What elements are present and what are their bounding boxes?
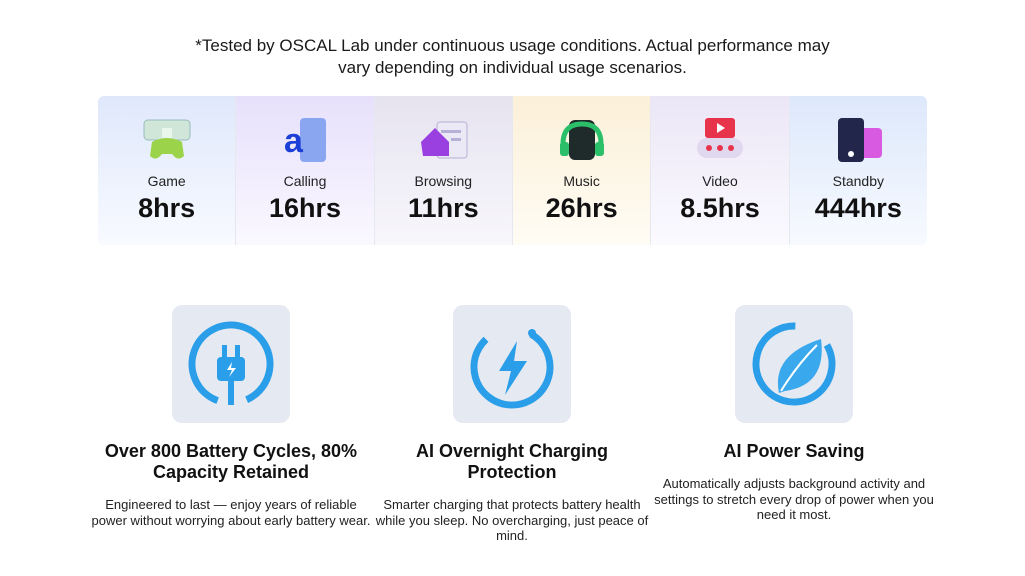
stat-value: 11hrs bbox=[408, 193, 479, 223]
standby-icon bbox=[837, 118, 882, 162]
charging-icon bbox=[470, 325, 554, 409]
plug-icon bbox=[188, 321, 274, 407]
usage-strip: Game 8hrs a Calling 16hrs Browsing 11hrs… bbox=[98, 96, 927, 245]
feature-description: Automatically adjusts background activit… bbox=[654, 476, 934, 522]
stat-card: a Calling 16hrs bbox=[236, 96, 375, 245]
stat-label: Video bbox=[702, 173, 738, 189]
feature-icon-box bbox=[453, 305, 571, 423]
feature: Over 800 Battery Cycles, 80% Capacity Re… bbox=[86, 305, 376, 528]
music-icon bbox=[559, 120, 604, 160]
stat-card: Game 8hrs bbox=[98, 96, 237, 245]
video-icon bbox=[697, 118, 744, 158]
stat-label: Calling bbox=[283, 173, 327, 189]
note: *Tested by OSCAL Lab under continuous us… bbox=[195, 36, 830, 77]
stat-card: Standby 444hrs bbox=[789, 96, 927, 245]
stat-label: Browsing bbox=[414, 173, 473, 189]
stat-value: 8.5hrs bbox=[680, 193, 760, 223]
stat-label: Music bbox=[563, 173, 600, 189]
game-icon bbox=[143, 119, 191, 159]
stat-label: Game bbox=[147, 173, 186, 189]
calling-icon: a bbox=[284, 118, 327, 162]
stat-value: 26hrs bbox=[545, 193, 618, 223]
stat-label: Standby bbox=[832, 173, 884, 189]
stat-value: 444hrs bbox=[814, 193, 902, 223]
stat-card: Video 8.5hrs bbox=[651, 96, 790, 245]
feature-title: AI Power Saving bbox=[723, 441, 865, 461]
feature-description: Smarter charging that protects battery h… bbox=[375, 497, 649, 543]
feature: AI Power Saving Automatically adjusts ba… bbox=[649, 305, 939, 523]
feature: AI Overnight Charging Protection Smarter… bbox=[367, 305, 657, 544]
feature-title: AI Overnight Charging Protection bbox=[415, 441, 608, 482]
feature-title: Over 800 Battery Cycles, 80% Capacity Re… bbox=[104, 441, 358, 482]
stat-value: 16hrs bbox=[268, 193, 342, 223]
browsing-icon bbox=[420, 121, 468, 159]
stat-card: Browsing 11hrs bbox=[374, 96, 513, 245]
feature-description: Engineered to last — enjoy years of reli… bbox=[91, 497, 371, 528]
feature-icon-box bbox=[735, 305, 853, 423]
feature-icon-box bbox=[172, 305, 290, 423]
stat-value: 8hrs bbox=[138, 193, 196, 223]
leaf-icon bbox=[752, 322, 836, 406]
svg-text:a: a bbox=[284, 122, 304, 160]
stat-card: Music 26hrs bbox=[512, 96, 652, 245]
